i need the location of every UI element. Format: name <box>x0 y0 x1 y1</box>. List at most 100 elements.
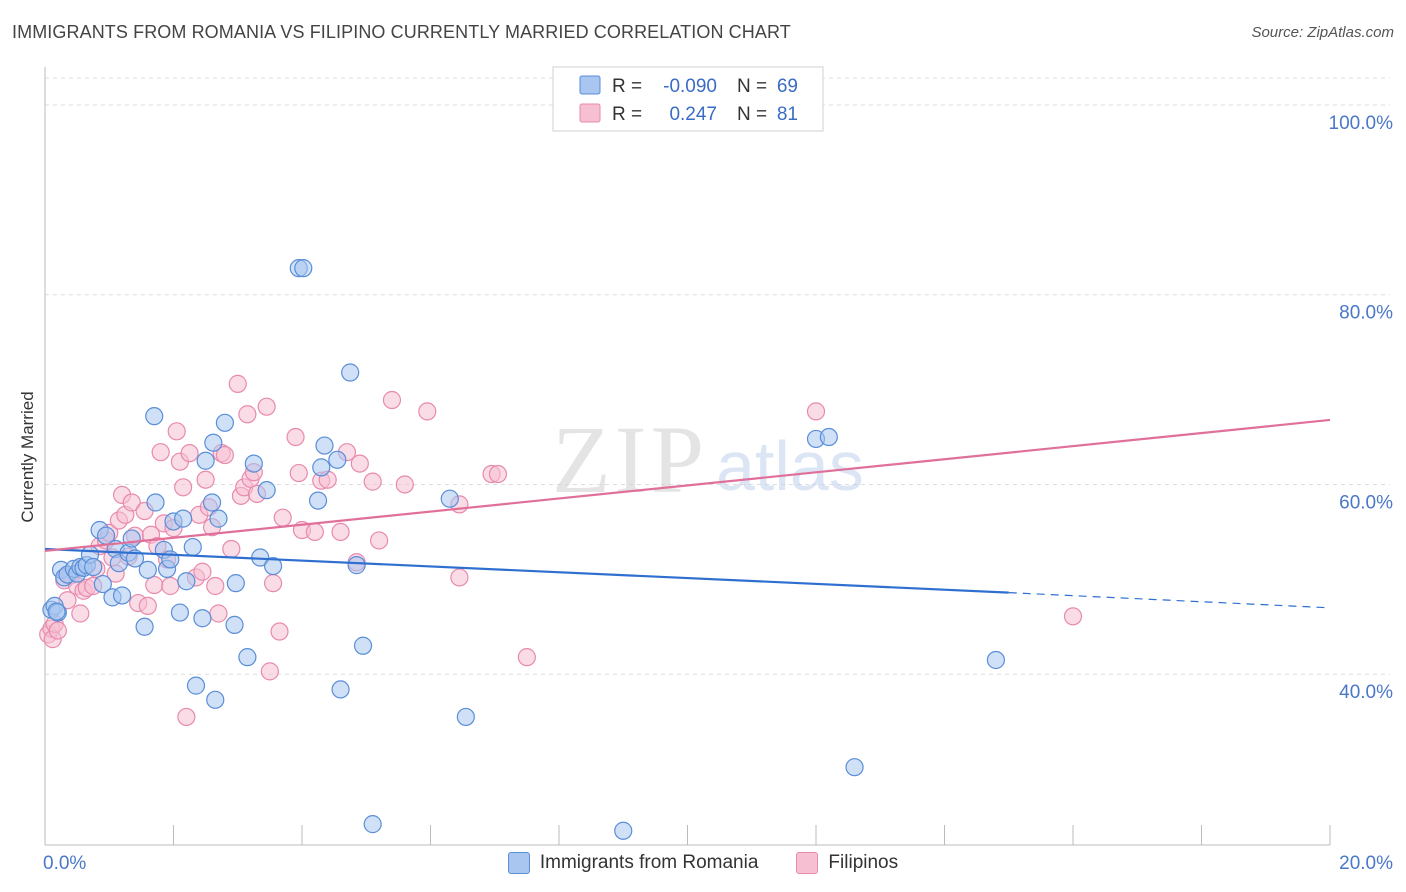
romania-point-43 <box>238 648 257 667</box>
romania-point-31 <box>174 509 193 528</box>
filipino-point-23 <box>122 493 141 512</box>
romania-point-57 <box>353 636 373 655</box>
romania-point-42 <box>226 574 245 593</box>
swatch-filipinos <box>796 852 819 874</box>
romania-point-55 <box>341 363 360 382</box>
romania-point-49 <box>294 259 313 278</box>
chart-source: Source: ZipAtlas.com <box>1251 24 1394 41</box>
watermark-zip: ZIP <box>552 406 708 513</box>
y-axis-label: Currently Married <box>18 391 37 522</box>
filipino-point-60 <box>260 662 279 681</box>
filipino-point-77 <box>395 475 414 494</box>
romania-point-65 <box>986 650 1006 670</box>
filipino-point-62 <box>270 622 289 641</box>
filipino-point-83 <box>806 402 826 421</box>
romania-point-64 <box>845 758 864 777</box>
romania-point-47 <box>263 556 283 576</box>
romania-point-56 <box>347 556 366 575</box>
axes <box>44 67 1331 846</box>
filipino-point-48 <box>209 604 228 623</box>
y-tick-label-40: 40.0% <box>1339 682 1393 703</box>
x-tick-label-min: 0.0% <box>43 853 86 874</box>
filipino-point-61 <box>263 574 283 593</box>
legend-r-label-1: R = <box>612 76 642 97</box>
filipino-point-73 <box>350 454 369 473</box>
romania-point-24 <box>145 407 164 426</box>
legend-swatch-romania <box>579 75 601 95</box>
grid-lines <box>45 77 1390 675</box>
legend-n-value-2: 81 <box>777 104 798 125</box>
romania-point-33 <box>183 537 202 557</box>
filipino-point-50 <box>215 445 234 465</box>
bottom-legend-item-filipinos[interactable]: Filipinos <box>796 852 898 874</box>
chart-title: IMMIGRANTS FROM ROMANIA VS FILIPINO CURR… <box>12 22 791 42</box>
legend-swatch-filipinos <box>579 103 601 123</box>
romania-point-23 <box>138 560 157 579</box>
filipino-point-39 <box>177 707 196 727</box>
y-tick-label-60: 60.0% <box>1339 492 1393 513</box>
filipino-point-79 <box>450 568 469 587</box>
filipino-point-31 <box>151 443 170 462</box>
filipino-point-27 <box>138 596 157 616</box>
legend-r-value-2: 0.247 <box>669 104 717 125</box>
swatch-romania <box>507 852 530 874</box>
bottom-legend-label-filipinos: Filipinos <box>828 852 899 873</box>
romania-point-25 <box>146 493 165 512</box>
romania-point-59 <box>440 489 459 508</box>
filipino-point-34 <box>161 576 180 596</box>
filipino-point-55 <box>238 405 257 424</box>
filipino-point-29 <box>145 575 164 595</box>
bottom-legend: Immigrants from Romania Filipinos <box>0 852 1406 874</box>
x-tick-label-max: 20.0% <box>1339 853 1393 874</box>
filipino-point-78 <box>418 402 437 421</box>
romania-point-54 <box>331 680 350 699</box>
legend-n-value-1: 69 <box>777 76 798 97</box>
filipino-point-76 <box>382 390 402 410</box>
filipino-point-84 <box>1063 607 1083 626</box>
filipino-point-65 <box>289 463 308 483</box>
romania-point-14 <box>93 574 112 594</box>
romania-point-61 <box>614 821 633 840</box>
x-tick-labels: 0.0% 20.0% <box>43 853 1393 874</box>
romania-point-53 <box>328 450 347 469</box>
romania-point-34 <box>186 676 206 695</box>
romania-point-51 <box>312 458 331 477</box>
bottom-legend-label-romania: Immigrants from Romania <box>539 852 759 873</box>
filipino-point-63 <box>273 508 292 527</box>
romania-point-66 <box>47 602 66 621</box>
romania-point-68 <box>209 509 228 528</box>
filipino-point-74 <box>363 472 382 491</box>
legend-r-label-2: R = <box>612 104 642 125</box>
bottom-legend-item-romania[interactable]: Immigrants from Romania <box>507 852 759 874</box>
filipino-point-52 <box>228 374 247 393</box>
romania-point-52 <box>315 436 334 455</box>
romania-point-35 <box>193 609 212 628</box>
watermark-atlas: atlas <box>716 427 864 505</box>
filipino-point-47 <box>206 576 225 596</box>
legend-n-label-1: N = <box>737 76 767 97</box>
romania-trend-extension <box>1008 592 1331 609</box>
y-tick-label-100: 100.0% <box>1329 113 1394 134</box>
filipino-point-38 <box>174 478 193 497</box>
romania-point-63 <box>819 427 838 447</box>
filipino-trend-line <box>44 418 1331 552</box>
filipino-point-9 <box>71 604 90 623</box>
filipino-point-82 <box>517 648 536 667</box>
filipino-point-70 <box>331 522 350 542</box>
romania-point-44 <box>244 454 263 473</box>
y-tick-label-80: 80.0% <box>1339 303 1393 324</box>
filipino-point-67 <box>305 522 324 542</box>
filipino-point-64 <box>286 427 305 447</box>
romania-points <box>42 259 1006 840</box>
y-tick-labels: 40.0% 60.0% 80.0% 100.0% <box>1329 113 1394 703</box>
filipino-point-40 <box>180 444 199 463</box>
romania-point-21 <box>122 529 141 548</box>
filipino-point-43 <box>193 562 212 581</box>
romania-point-41 <box>225 615 244 634</box>
romania-point-58 <box>363 815 382 834</box>
romania-trend-line <box>44 547 1009 594</box>
top-legend: R = -0.090 N = 69 R = 0.247 N = 81 <box>552 66 824 132</box>
romania-point-39 <box>206 690 225 709</box>
filipino-point-36 <box>167 422 186 441</box>
filipino-point-59 <box>257 397 276 416</box>
